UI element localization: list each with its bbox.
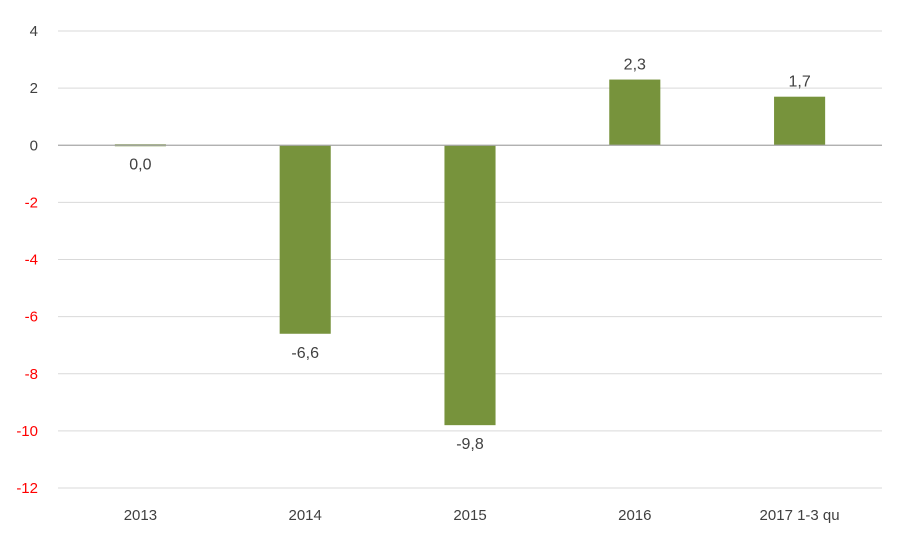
bars: [114, 79, 826, 426]
y-tick-label: -2: [25, 194, 38, 211]
x-tick-label: 2016: [618, 507, 651, 524]
data-label: -9,8: [456, 436, 484, 453]
y-tick-label: -4: [25, 252, 38, 269]
x-tick-label: 2015: [453, 507, 486, 524]
x-tick-label: 2017 1-3 qu: [760, 507, 840, 524]
data-label: 2,3: [624, 57, 646, 74]
y-tick-label: -8: [25, 366, 38, 383]
x-tick-label: 2014: [289, 507, 322, 524]
data-labels: 0,0 -6,6 -9,8 2,3 1,7: [129, 57, 811, 454]
y-tick-label: -10: [16, 423, 38, 440]
y-axis-ticks: 4 2 0 -2 -4 -6 -8 -10 -12: [16, 23, 38, 497]
y-tick-label: -12: [16, 480, 38, 497]
bar: [774, 96, 826, 146]
data-label: 0,0: [129, 156, 151, 173]
y-tick-label: 2: [30, 80, 38, 97]
x-axis-ticks: 2013 2014 2015 2016 2017 1-3 qu: [124, 507, 840, 524]
data-label: -6,6: [291, 345, 319, 362]
y-tick-label: -6: [25, 309, 38, 326]
y-tick-label: 0: [30, 137, 38, 154]
data-label: 1,7: [788, 74, 810, 91]
bar: [279, 145, 331, 334]
y-tick-label: 4: [30, 23, 38, 40]
x-tick-label: 2013: [124, 507, 157, 524]
bar: [444, 145, 496, 426]
bar: [609, 79, 661, 146]
